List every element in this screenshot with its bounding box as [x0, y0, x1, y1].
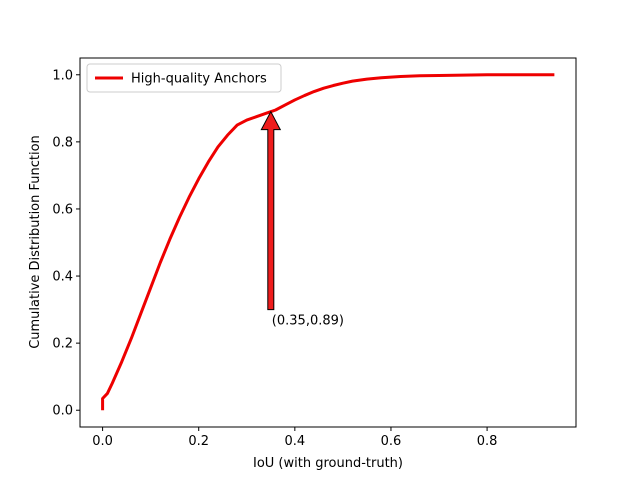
- y-tick-label: 0.0: [52, 404, 73, 419]
- series-line-0: [101, 73, 555, 411]
- series-layer: [101, 73, 555, 411]
- x-tick-label: 0.8: [477, 434, 498, 449]
- y-tick-label: 0.4: [52, 270, 73, 285]
- legend: High-quality Anchors: [86, 63, 282, 93]
- x-tick-label: 0.0: [92, 434, 113, 449]
- annotation-arrow: [260, 110, 282, 311]
- x-tick-label: 0.6: [381, 434, 402, 449]
- y-tick-label: 0.8: [52, 135, 73, 150]
- x-axis-label: IoU (with ground-truth): [253, 456, 403, 471]
- axes-frame: [79, 57, 577, 428]
- y-tick-label: 0.2: [52, 337, 73, 352]
- annotation-layer: (0.35,0.89): [260, 110, 344, 329]
- y-tick-label: 1.0: [52, 68, 73, 83]
- y-tick-label: 0.6: [52, 202, 73, 217]
- annotation-label: (0.35,0.89): [272, 314, 344, 329]
- x-tick-label: 0.2: [188, 434, 209, 449]
- y-axis-label: Cumulative Distribution Function: [28, 135, 43, 349]
- x-tick-label: 0.4: [284, 434, 305, 449]
- legend-box: [86, 63, 282, 93]
- plot-area: [80, 58, 576, 427]
- legend-label-0: High-quality Anchors: [131, 72, 267, 87]
- axes-layer: 0.0 0.2 0.4 0.6 0.8 0.0 0.2 0.4 0.6 0.8 1.0: [52, 57, 577, 449]
- plot-background: [80, 58, 576, 427]
